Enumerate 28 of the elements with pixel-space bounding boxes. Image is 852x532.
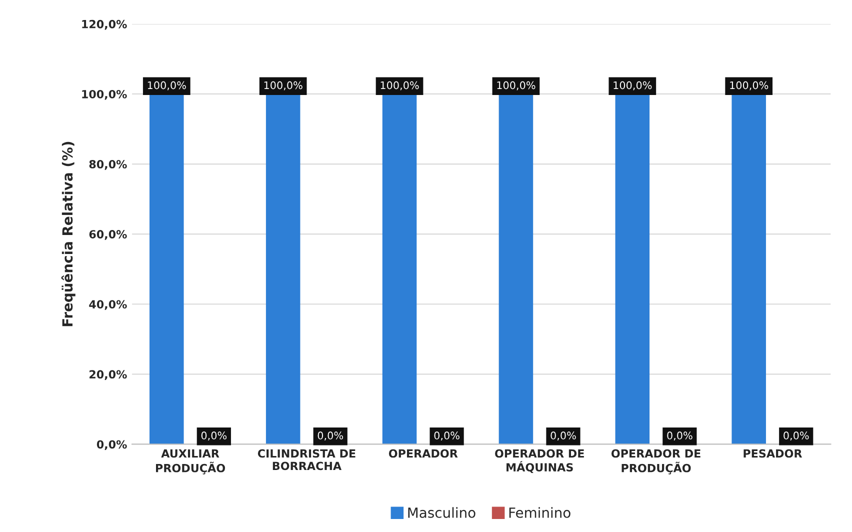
data-label: 0,0% (784, 432, 809, 440)
y-tick-label: 0,0% (96, 440, 127, 450)
data-label: 100,0% (730, 81, 768, 90)
data-label: 100,0% (264, 81, 302, 90)
x-tick-label: OPERADOR DE PRODUÇÃO (611, 449, 700, 474)
data-label: 0,0% (318, 432, 344, 440)
x-tick-label: AUXILIAR PRODUÇÃO (156, 449, 226, 474)
data-label: 0,0% (434, 432, 460, 440)
y-tick-label: 40,0% (89, 300, 127, 310)
data-label: 0,0% (201, 432, 227, 440)
y-tick-label: 80,0% (89, 160, 127, 170)
x-tick-label: PESADOR (744, 449, 802, 458)
y-axis-title: Freqüência Relativa (%) (61, 142, 76, 326)
data-label: 100,0% (380, 81, 419, 90)
x-tick-label: CILINDRISTA DE BORRACHA (258, 449, 356, 470)
x-tick-label: OPERADOR DE MÁQUINAS (495, 449, 584, 473)
y-tick-label: 20,0% (90, 370, 127, 380)
y-tick-label: 100,0% (82, 90, 127, 100)
data-label: 100,0% (497, 81, 536, 90)
legend-label: Masculino (408, 507, 476, 518)
data-label: 100,0% (614, 81, 652, 90)
legend-label: Feminino (509, 507, 570, 518)
data-label: 100,0% (148, 81, 186, 90)
data-label: 0,0% (550, 432, 576, 440)
x-tick-label: OPERADOR (388, 449, 458, 458)
y-tick-label: 60,0% (89, 230, 127, 240)
y-tick-label: 120,0% (82, 20, 127, 30)
data-label: 0,0% (667, 432, 692, 440)
